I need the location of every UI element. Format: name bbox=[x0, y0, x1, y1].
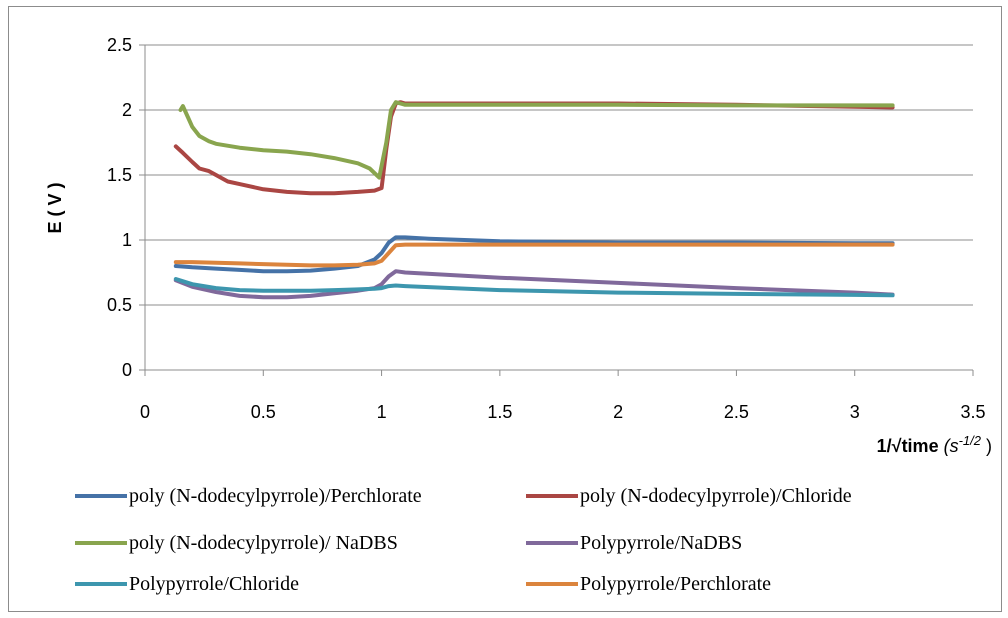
legend-entry-6: Polypyrrole/Perchlorate bbox=[526, 573, 771, 595]
x-tick-label: 1 bbox=[377, 402, 387, 422]
legend-label: Polypyrrole/Chloride bbox=[129, 573, 299, 595]
x-axis-unit-base: s bbox=[950, 436, 959, 456]
x-tick-label: 0 bbox=[140, 402, 150, 422]
series-line-3 bbox=[178, 100, 895, 180]
series-line-5 bbox=[173, 277, 895, 298]
y-tick-label: 1 bbox=[122, 230, 132, 250]
legend-label: poly (N-dodecylpyrrole)/Chloride bbox=[580, 485, 852, 507]
legend-label: Polypyrrole/NaDBS bbox=[580, 532, 742, 554]
legend-label: poly (N-dodecylpyrrole)/Perchlorate bbox=[129, 485, 422, 507]
y-tick-labels: 0 0.5 1 1.5 2 2.5 bbox=[107, 35, 132, 380]
legend-entry-4: Polypyrrole/NaDBS bbox=[526, 532, 742, 554]
series-lines bbox=[173, 100, 895, 300]
x-tick-label: 0.5 bbox=[251, 402, 276, 422]
legend-label: poly (N-dodecylpyrrole)/ NaDBS bbox=[129, 532, 398, 554]
series-line-4 bbox=[173, 269, 895, 300]
x-axis-unit: (s-1/2 ) bbox=[944, 433, 992, 456]
series-line-1 bbox=[173, 235, 895, 274]
series-line-6 bbox=[173, 242, 895, 268]
legend-entry-5: Polypyrrole/Chloride bbox=[75, 573, 299, 595]
legend-entry-3: poly (N-dodecylpyrrole)/ NaDBS bbox=[75, 532, 398, 554]
x-tick-label: 2.5 bbox=[724, 402, 749, 422]
y-tick-label: 0 bbox=[122, 360, 132, 380]
x-tick-label: 2 bbox=[613, 402, 623, 422]
x-tick-label: 1.5 bbox=[487, 402, 512, 422]
x-tick-label: 3.5 bbox=[960, 402, 985, 422]
y-tick-label: 1.5 bbox=[107, 165, 132, 185]
y-tick-label: 0.5 bbox=[107, 295, 132, 315]
x-axis-title: 1/√time (s-1/2 ) bbox=[877, 433, 992, 456]
legend-entry-1: poly (N-dodecylpyrrole)/Perchlorate bbox=[75, 485, 422, 507]
x-axis-title-main: 1/√time bbox=[877, 436, 939, 456]
legend-entry-2: poly (N-dodecylpyrrole)/Chloride bbox=[526, 485, 852, 507]
legend: poly (N-dodecylpyrrole)/Perchlorate poly … bbox=[75, 485, 852, 595]
legend-label: Polypyrrole/Perchlorate bbox=[580, 573, 771, 595]
axes bbox=[139, 44, 974, 376]
y-tick-label: 2.5 bbox=[107, 35, 132, 55]
y-axis-title: E ( V ) bbox=[45, 182, 65, 233]
y-tick-label: 2 bbox=[122, 100, 132, 120]
x-tick-labels: 0 0.5 1 1.5 2 2.5 3 3.5 bbox=[140, 402, 986, 422]
x-axis-unit-exponent: -1/2 bbox=[959, 433, 982, 448]
x-tick-label: 3 bbox=[850, 402, 860, 422]
series-line-2 bbox=[173, 100, 895, 196]
